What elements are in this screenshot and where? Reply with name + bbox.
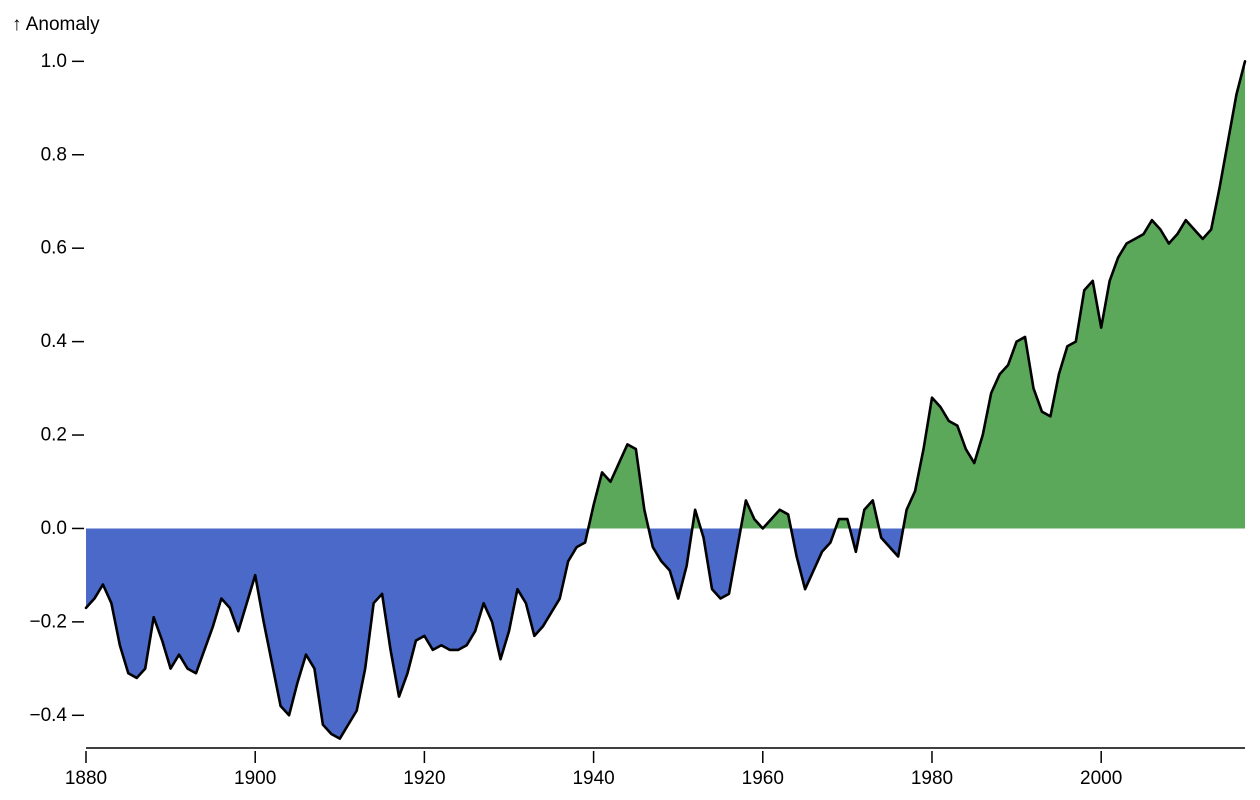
y-tick-label: −0.2 xyxy=(29,611,67,632)
x-tick-label: 1940 xyxy=(572,768,614,789)
y-axis: ↑ Anomaly −0.4 −0.2 0.0 0.2 0.4 0.6 0.8 1.0 xyxy=(12,14,100,726)
y-tick-label: 0.0 xyxy=(41,518,67,539)
x-axis: 1880 1900 1920 1940 1960 1980 2000 xyxy=(65,747,1245,789)
x-tick-label: 1900 xyxy=(234,768,276,789)
x-tick-label: 1980 xyxy=(911,768,953,789)
y-tick-label: 1.0 xyxy=(41,51,67,72)
area-fills xyxy=(86,61,1245,739)
anomaly-line xyxy=(84,60,1247,740)
x-tick-label: 1960 xyxy=(742,768,784,789)
y-tick-label: −0.4 xyxy=(29,705,67,726)
positive-area xyxy=(860,500,880,529)
y-tick-label: 0.6 xyxy=(41,238,67,259)
x-tick-label: 1920 xyxy=(403,768,445,789)
negative-area xyxy=(648,528,693,599)
y-axis-label: ↑ Anomaly xyxy=(12,14,100,35)
x-tick-label: 1880 xyxy=(65,768,107,789)
negative-area xyxy=(879,528,904,557)
y-tick-label: 0.4 xyxy=(41,331,68,352)
positive-area xyxy=(903,61,1245,529)
positive-area xyxy=(588,444,649,529)
x-tick-label: 2000 xyxy=(1080,768,1122,789)
negative-area xyxy=(86,528,589,739)
positive-area xyxy=(740,500,791,529)
y-tick-label: 0.8 xyxy=(41,144,67,165)
y-tick-label: 0.2 xyxy=(41,425,67,446)
